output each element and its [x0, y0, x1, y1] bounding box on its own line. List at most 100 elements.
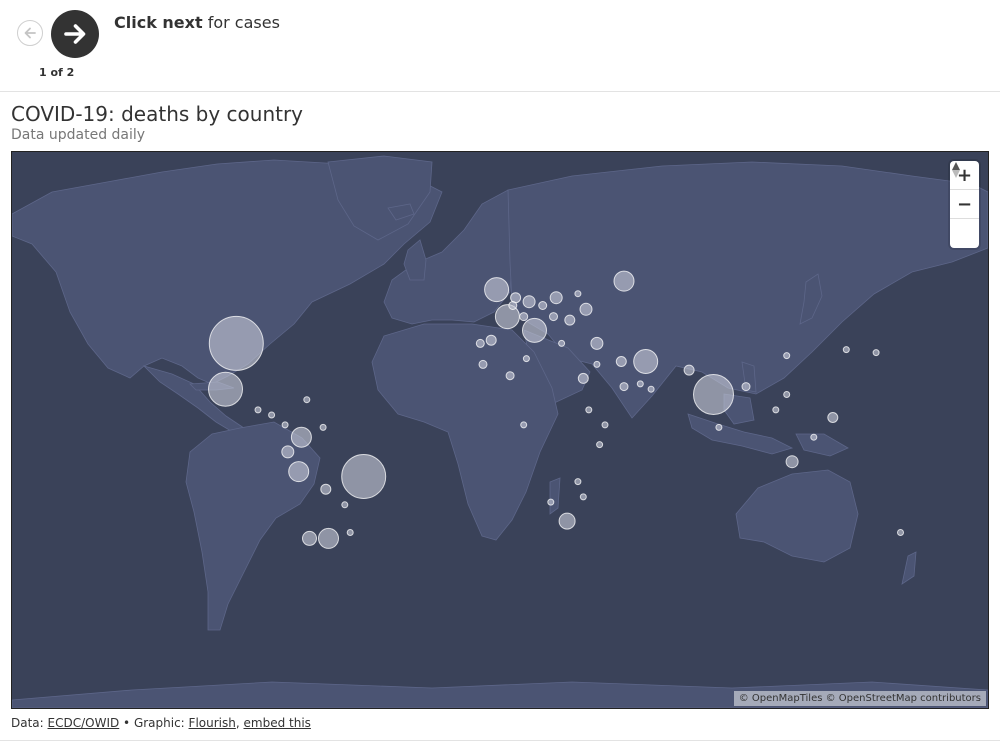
country-bubble[interactable] — [346, 529, 354, 536]
country-bubble[interactable] — [549, 291, 563, 305]
country-bubble[interactable] — [485, 334, 497, 346]
country-bubble[interactable] — [522, 295, 536, 309]
country-bubble[interactable] — [647, 385, 655, 393]
country-bubble[interactable] — [596, 441, 604, 449]
country-bubble[interactable] — [254, 406, 262, 414]
country-bubble[interactable] — [715, 423, 723, 431]
landmass-north-america — [12, 159, 443, 385]
page-title: COVID-19: deaths by country — [11, 102, 304, 126]
country-bubble[interactable] — [585, 406, 593, 414]
data-source-link[interactable]: ECDC/OWID — [47, 716, 120, 730]
country-bubble[interactable] — [783, 352, 791, 360]
page-subtitle: Data updated daily — [11, 127, 146, 143]
country-bubble[interactable] — [538, 301, 548, 310]
country-bubble[interactable] — [772, 406, 780, 414]
country-bubble[interactable] — [478, 359, 488, 369]
footer-separator: • Graphic: — [119, 716, 189, 730]
country-bubble[interactable] — [268, 411, 276, 419]
country-bubble[interactable] — [302, 530, 317, 546]
country-bubble[interactable] — [579, 493, 587, 501]
zoom-controls: + − — [950, 161, 979, 248]
bubble-layer — [208, 270, 904, 549]
country-bubble[interactable] — [508, 301, 518, 310]
landmass-indonesia — [687, 413, 794, 455]
country-bubble[interactable] — [741, 382, 751, 392]
story-navigation: 1 of 2 Click next for cases — [0, 0, 1000, 92]
country-bubble[interactable] — [475, 338, 485, 348]
landmass-south-america — [185, 421, 321, 631]
country-bubble[interactable] — [290, 426, 312, 448]
landmass-great-britain — [403, 239, 427, 281]
country-bubble[interactable] — [574, 478, 582, 486]
country-bubble[interactable] — [341, 454, 387, 499]
country-bubble[interactable] — [484, 277, 510, 303]
step-caption-bold: Click next — [114, 13, 203, 32]
country-bubble[interactable] — [320, 483, 332, 495]
country-bubble[interactable] — [827, 412, 839, 423]
landmass-greenland — [327, 155, 433, 241]
next-button[interactable] — [51, 10, 99, 58]
embed-link[interactable]: embed this — [243, 716, 311, 730]
landmass-new-guinea — [795, 433, 849, 457]
country-bubble[interactable] — [613, 270, 635, 292]
world-map[interactable]: + − © OpenMapTiles © OpenStreetMap contr… — [11, 151, 989, 709]
country-bubble[interactable] — [522, 355, 530, 363]
country-bubble[interactable] — [208, 371, 243, 407]
country-bubble[interactable] — [593, 360, 601, 368]
country-bubble[interactable] — [558, 512, 576, 530]
landmass-new-zealand — [901, 551, 917, 585]
step-caption: Click next for cases — [114, 13, 280, 32]
landmass-iceland — [387, 203, 415, 221]
map-attribution: © OpenMapTiles © OpenStreetMap contribut… — [733, 691, 986, 706]
land-masses — [12, 155, 988, 708]
previous-button[interactable] — [17, 20, 43, 46]
country-bubble[interactable] — [319, 423, 327, 431]
country-bubble[interactable] — [303, 396, 311, 404]
country-bubble[interactable] — [549, 312, 558, 322]
country-bubble[interactable] — [522, 317, 547, 343]
country-bubble[interactable] — [547, 498, 555, 506]
country-bubble[interactable] — [558, 339, 566, 347]
country-bubble[interactable] — [783, 391, 791, 398]
country-bubble[interactable] — [520, 421, 528, 429]
country-bubble[interactable] — [208, 315, 264, 371]
landmass-japan — [799, 273, 823, 325]
country-bubble[interactable] — [619, 382, 629, 392]
footer-comma: , — [235, 716, 244, 730]
arrow-right-icon — [64, 24, 86, 44]
country-bubble[interactable] — [693, 374, 734, 415]
country-bubble[interactable] — [590, 336, 604, 350]
country-bubble[interactable] — [519, 312, 529, 322]
country-bubble[interactable] — [579, 302, 593, 316]
country-bubble[interactable] — [601, 421, 609, 429]
landmass-africa — [371, 323, 559, 541]
step-counter: 1 of 2 — [39, 66, 75, 79]
zoom-out-button[interactable]: − — [950, 190, 979, 219]
compass-icon — [952, 162, 960, 178]
country-bubble[interactable] — [785, 455, 799, 469]
country-bubble[interactable] — [636, 380, 644, 388]
country-bubble[interactable] — [633, 349, 659, 374]
country-bubble[interactable] — [842, 346, 850, 354]
country-bubble[interactable] — [897, 529, 904, 536]
country-bubble[interactable] — [281, 421, 289, 429]
country-bubble[interactable] — [615, 356, 627, 367]
arrow-left-icon — [24, 27, 36, 39]
country-bubble[interactable] — [683, 364, 695, 376]
country-bubble[interactable] — [577, 372, 589, 384]
country-bubble[interactable] — [318, 527, 339, 549]
reset-bearing-button[interactable] — [950, 162, 979, 248]
flourish-link[interactable]: Flourish — [188, 716, 236, 730]
country-bubble[interactable] — [574, 290, 582, 298]
country-bubble[interactable] — [810, 433, 818, 441]
footer-data-prefix: Data: — [11, 716, 48, 730]
bottom-divider — [0, 740, 1000, 741]
country-bubble[interactable] — [288, 461, 310, 483]
country-bubble[interactable] — [872, 349, 880, 357]
map-canvas[interactable] — [12, 152, 988, 708]
zoom-in-button[interactable]: + — [950, 161, 979, 190]
country-bubble[interactable] — [505, 371, 515, 381]
country-bubble[interactable] — [564, 314, 576, 326]
country-bubble[interactable] — [281, 445, 295, 459]
country-bubble[interactable] — [341, 501, 349, 509]
